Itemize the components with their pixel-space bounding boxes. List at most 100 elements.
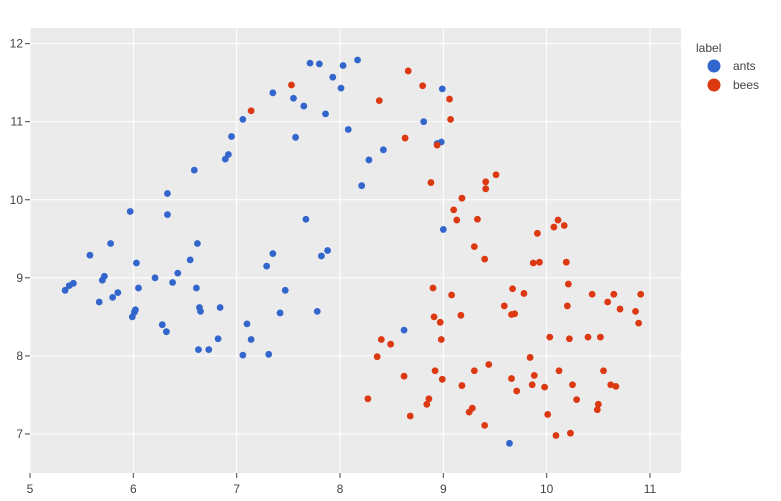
ants-point <box>380 146 387 154</box>
bees-point <box>470 367 478 375</box>
ants-point <box>344 126 352 133</box>
y-tick-label: 11 <box>11 115 24 129</box>
y-tick-label: 10 <box>10 193 24 207</box>
legend-item-bees[interactable]: bees <box>707 78 760 92</box>
ants-point <box>133 259 140 267</box>
bees-point <box>526 354 534 361</box>
legend-marker <box>707 78 721 92</box>
bees-point <box>533 229 541 237</box>
bees-point <box>573 396 581 404</box>
bees-point <box>438 375 446 383</box>
ants-point <box>225 151 232 158</box>
data-points <box>61 56 645 447</box>
bees-point <box>446 95 453 103</box>
bees-point <box>528 381 536 389</box>
ants-point <box>126 208 134 215</box>
ants-point <box>438 85 446 93</box>
bees-point <box>594 400 602 408</box>
ants-point <box>339 62 347 69</box>
ants-point <box>107 240 114 247</box>
bees-point <box>632 307 639 315</box>
bees-point <box>544 411 552 418</box>
bees-point <box>457 311 465 319</box>
ants-point <box>329 73 337 81</box>
bees-point <box>437 336 445 343</box>
y-tick-label: 8 <box>16 349 23 363</box>
bees-point <box>406 412 414 420</box>
ants-point <box>95 298 103 306</box>
ants-point <box>109 293 117 301</box>
x-tick-label: 9 <box>440 482 447 496</box>
ants-point <box>354 56 361 64</box>
bees-point <box>481 255 489 263</box>
ants-point <box>228 133 235 140</box>
bees-point <box>500 302 508 310</box>
bees-point <box>453 216 461 224</box>
ants-point <box>101 272 108 280</box>
bees-point <box>468 404 476 412</box>
ants-point <box>243 320 251 328</box>
bees-point <box>529 259 537 267</box>
bees-point <box>425 395 433 403</box>
bees-point <box>612 382 620 390</box>
x-tick-label: 7 <box>233 482 240 496</box>
bees-point <box>536 258 543 266</box>
ants-point <box>318 252 325 260</box>
ants-point <box>290 94 297 102</box>
ants-point <box>195 346 202 354</box>
bees-point <box>485 361 493 368</box>
ants-point <box>214 335 222 343</box>
series-bees <box>247 67 645 439</box>
bees-point <box>429 284 437 292</box>
ants-point <box>151 274 159 282</box>
legend-items: ants bees <box>707 59 760 92</box>
ants-point <box>400 326 408 334</box>
y-tick-label: 7 <box>16 427 23 441</box>
ants-point <box>169 279 177 286</box>
ants-point <box>315 60 323 68</box>
bees-point <box>458 382 466 389</box>
ants-point <box>135 284 142 292</box>
bees-point <box>508 375 515 382</box>
ants-point <box>216 304 224 311</box>
bees-point <box>566 335 573 343</box>
bees-point <box>482 185 490 193</box>
bees-point <box>377 336 385 343</box>
ants-point <box>164 190 171 197</box>
bees-point <box>610 290 618 298</box>
ants-point <box>239 351 247 359</box>
ants-point <box>420 118 428 126</box>
bees-point <box>564 280 572 288</box>
bees-point <box>427 179 435 186</box>
ants-point <box>186 256 194 264</box>
bees-point <box>637 290 645 298</box>
bees-point <box>436 318 444 326</box>
ants-point <box>164 211 171 218</box>
ants-point <box>269 250 277 258</box>
ants-point <box>163 328 170 336</box>
legend: label ants bees <box>696 41 759 92</box>
x-tick-label: 6 <box>130 482 137 496</box>
ants-point <box>263 262 271 270</box>
bees-point <box>552 432 560 439</box>
y-tick-labels: 7 8 9 10 11 12 <box>10 37 30 441</box>
ants-point <box>269 89 277 97</box>
x-tick-label: 11 <box>644 482 657 496</box>
legend-item-ants[interactable]: ants <box>707 59 756 73</box>
ants-point <box>194 240 201 247</box>
bees-point <box>511 310 519 318</box>
bees-point <box>593 406 601 414</box>
bees-point <box>474 215 481 223</box>
bees-point <box>597 333 604 341</box>
ants-point <box>114 289 122 297</box>
legend-label: ants <box>733 59 756 73</box>
bees-point <box>492 171 500 179</box>
ants-point <box>174 269 182 277</box>
bees-point <box>450 206 458 214</box>
ants-point <box>365 156 373 164</box>
bees-point <box>562 258 570 266</box>
legend-label: bees <box>733 78 759 92</box>
bees-point <box>546 333 554 341</box>
legend-marker <box>707 59 721 73</box>
bees-point <box>431 367 439 375</box>
